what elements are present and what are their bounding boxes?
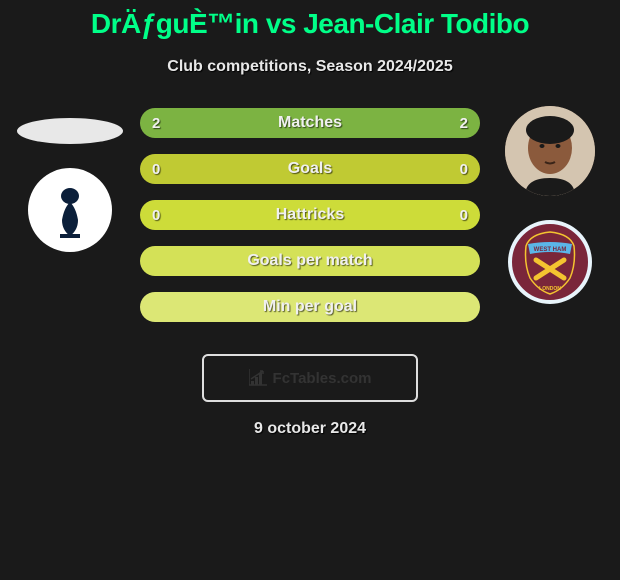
right-player-column: WEST HAM LONDON — [490, 106, 610, 304]
stat-row-mpg: Min per goal — [140, 292, 480, 322]
club-right-badge: WEST HAM LONDON — [508, 220, 592, 304]
club-left-badge — [28, 168, 112, 252]
subtitle: Club competitions, Season 2024/2025 — [10, 58, 610, 76]
stat-left-value: 0 — [152, 161, 160, 178]
stat-row-hattricks: 0 Hattricks 0 — [140, 200, 480, 230]
svg-text:LONDON: LONDON — [539, 286, 561, 292]
stat-label: Hattricks — [276, 206, 344, 224]
stat-right-value: 2 — [460, 115, 468, 132]
stat-right-value: 0 — [460, 207, 468, 224]
comparison-area: WEST HAM LONDON 2 Matches 2 0 Goals 0 0 … — [10, 106, 610, 346]
stat-row-matches: 2 Matches 2 — [140, 108, 480, 138]
logo-text: FcTables.com — [273, 370, 372, 387]
date-text: 9 october 2024 — [10, 420, 610, 438]
stat-row-goals: 0 Goals 0 — [140, 154, 480, 184]
page-title: DrÄƒguÈ™in vs Jean-Clair Todibo — [10, 0, 610, 40]
stat-rows: 2 Matches 2 0 Goals 0 0 Hattricks 0 Goal… — [140, 108, 480, 338]
stat-left-value: 2 — [152, 115, 160, 132]
stat-row-gpm: Goals per match — [140, 246, 480, 276]
stat-label: Goals — [288, 160, 332, 178]
tottenham-crest-icon — [28, 168, 112, 252]
player-left-photo — [17, 118, 123, 144]
westham-crest-icon: WEST HAM LONDON — [512, 224, 588, 300]
stat-left-value: 0 — [152, 207, 160, 224]
left-player-column — [10, 106, 130, 252]
stat-right-value: 0 — [460, 161, 468, 178]
fctables-logo: FcTables.com — [202, 354, 418, 402]
stat-label: Goals per match — [247, 252, 372, 270]
stat-label: Min per goal — [263, 298, 357, 316]
player-right-photo — [505, 106, 595, 196]
svg-text:WEST HAM: WEST HAM — [534, 247, 567, 253]
stat-label: Matches — [278, 114, 342, 132]
chart-icon — [249, 369, 269, 387]
